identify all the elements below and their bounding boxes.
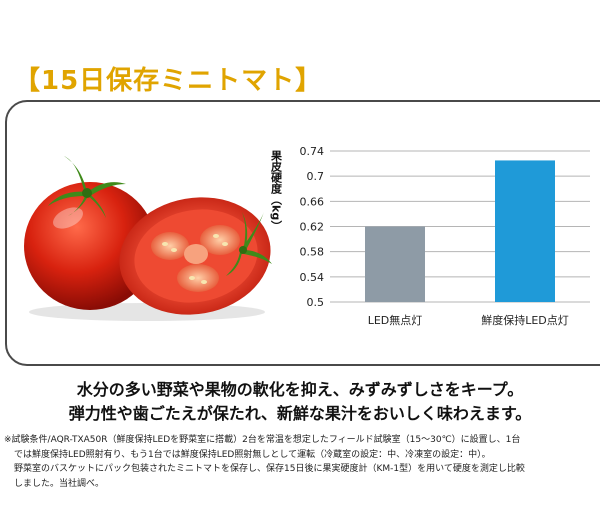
caption-line-2: 弾力性や歯ごたえが保たれ、新鮮な果汁をおいしく味わえます。 bbox=[68, 404, 532, 423]
x-tick-label: 鮮度保持LED点灯 bbox=[481, 313, 569, 327]
y-tick-label: 0.7 bbox=[307, 170, 325, 183]
y-tick-label: 0.5 bbox=[307, 296, 325, 309]
test-conditions-note: ※試験条件/AQR-TXA50R（鮮度保持LEDを野菜室に搭載）2台を常温を想定… bbox=[4, 433, 596, 491]
y-tick-label: 0.74 bbox=[300, 145, 325, 158]
note-line-3: 野菜室のバスケットにパック包装されたミニトマトを保存し、保存15日後に果実硬度計… bbox=[14, 464, 525, 474]
note-line-2: では鮮度保持LED照射有り、もう1台では鮮度保持LED照射無しとして運転（冷蔵室… bbox=[14, 449, 491, 460]
note-line-4: しました。当社調べ。 bbox=[14, 478, 105, 489]
bars bbox=[365, 160, 555, 302]
bar-chart: 果皮硬度（kg） 0.74 0.7 0.66 0.62 0.58 0.54 0.5 LED無… bbox=[270, 145, 590, 327]
caption-line-1: 水分の多い野菜や果物の軟化を抑え、みずみずしさをキープ。 bbox=[76, 380, 524, 399]
tomato-image bbox=[24, 156, 272, 321]
y-tick-label: 0.58 bbox=[300, 246, 325, 259]
y-tick-label: 0.54 bbox=[300, 271, 325, 284]
bar bbox=[365, 226, 425, 302]
x-tick-label: LED無点灯 bbox=[368, 313, 423, 327]
y-tick-labels: 0.74 0.7 0.66 0.62 0.58 0.54 0.5 bbox=[300, 145, 325, 309]
x-tick-labels: LED無点灯 鮮度保持LED点灯 bbox=[368, 313, 569, 327]
y-axis-title: 果皮硬度（kg） bbox=[270, 150, 284, 232]
page-title: 【15日保存ミニトマト】 bbox=[14, 66, 323, 96]
y-tick-label: 0.62 bbox=[300, 221, 325, 234]
y-tick-label: 0.66 bbox=[300, 195, 325, 208]
bar bbox=[495, 160, 555, 302]
note-line-1: ※試験条件/AQR-TXA50R（鮮度保持LEDを野菜室に搭載）2台を常温を想定… bbox=[4, 435, 521, 445]
